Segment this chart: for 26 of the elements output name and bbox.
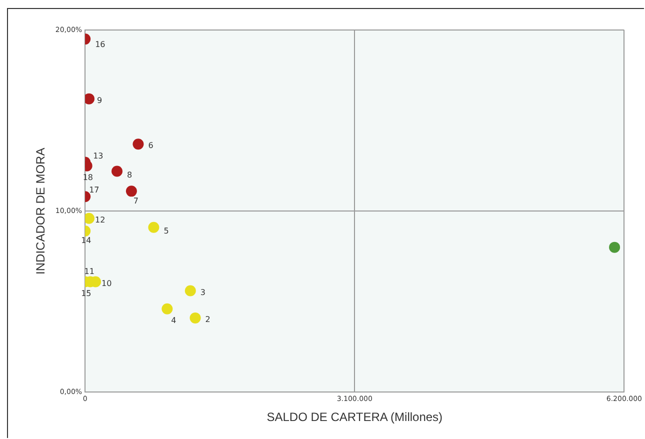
- y-axis-title: INDICADOR DE MORA: [34, 148, 48, 274]
- annotation: 3: [200, 288, 206, 297]
- annotation: 15: [81, 288, 92, 298]
- annotation: 5: [164, 226, 169, 236]
- x-axis-title: SALDO DE CARTERA (Millones): [266, 410, 443, 424]
- annotation: 8: [127, 170, 132, 180]
- annotation: 4: [171, 316, 176, 325]
- point: [184, 285, 196, 296]
- annotation: 13: [93, 151, 104, 160]
- point: [190, 312, 201, 324]
- annotation: 16: [95, 40, 106, 50]
- annotation: 12: [95, 215, 106, 224]
- annotation: 7: [133, 196, 139, 206]
- point: [85, 212, 95, 224]
- point: [609, 242, 620, 253]
- point: [148, 222, 160, 233]
- annotation: 14: [81, 236, 92, 246]
- point: [162, 303, 173, 314]
- annotation: 2: [205, 315, 210, 324]
- point: [85, 93, 95, 104]
- annotation: 18: [82, 172, 94, 182]
- annotation: 9: [97, 96, 102, 105]
- annotation: 10: [102, 278, 112, 288]
- annotation: 6: [148, 141, 154, 150]
- annotation: 17: [89, 186, 100, 195]
- annotation: 11: [84, 266, 94, 276]
